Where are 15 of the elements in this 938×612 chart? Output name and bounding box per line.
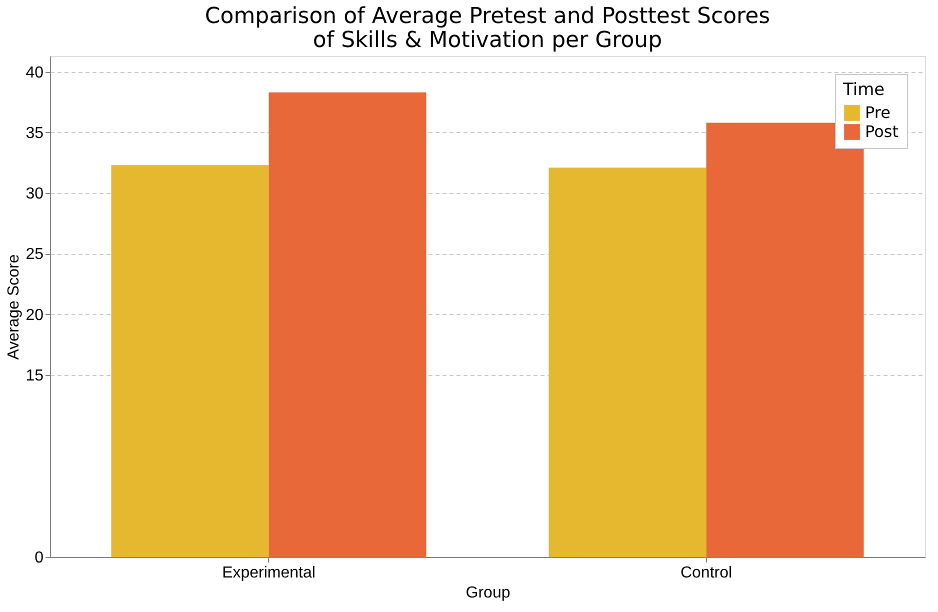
y-tick-label: 30 (26, 186, 44, 203)
legend-title: Time (842, 80, 885, 100)
y-tick-label: 40 (26, 64, 44, 82)
y-tick-label: 25 (26, 246, 44, 264)
x-tick-label: Control (680, 564, 732, 582)
y-tick-label: 35 (26, 124, 44, 142)
chart-title: Comparison of Average Pretest and Posttest Scores of Skills & Motivation per Group (204, 4, 770, 53)
y-axis-title: Average Score (6, 254, 23, 360)
legend-label: Post (865, 122, 898, 141)
x-axis-title: Group (466, 584, 510, 602)
x-tick-label: Experimental (222, 564, 316, 582)
legend-label: Pre (865, 103, 890, 122)
y-tick-label: 20 (26, 306, 44, 324)
y-tick-label: 0 (34, 550, 44, 566)
y-tick-label: 15 (26, 368, 44, 385)
